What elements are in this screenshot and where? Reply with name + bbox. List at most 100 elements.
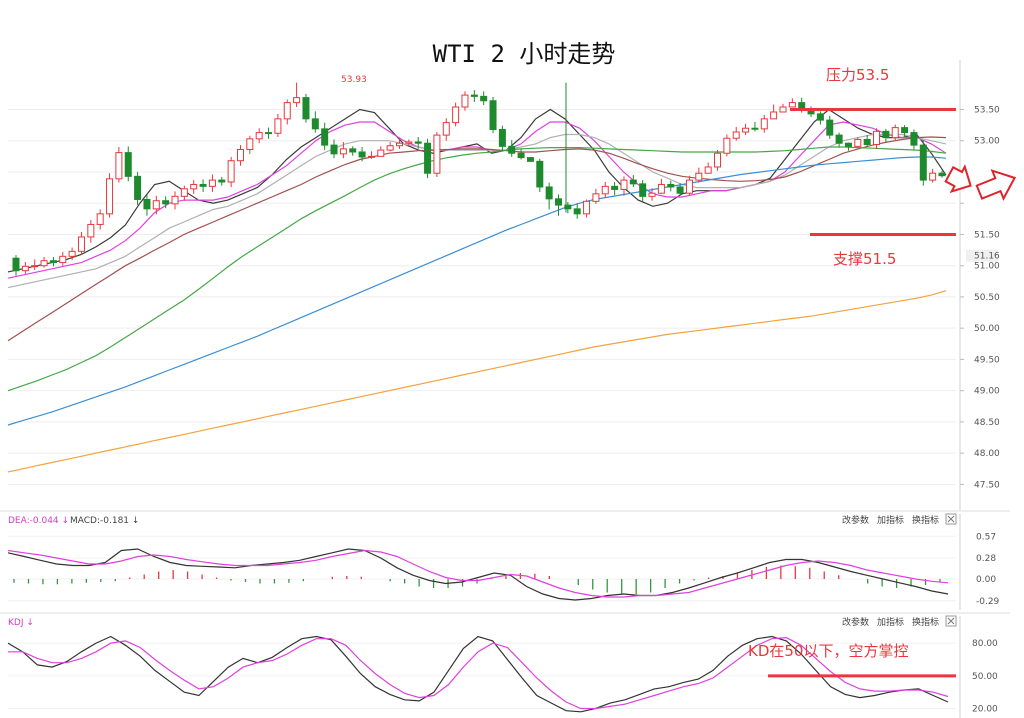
- ma-line-ma60: [7, 146, 947, 392]
- candle-body: [873, 130, 881, 145]
- candle-body: [816, 113, 824, 121]
- kdj-panel: 80.00 50.00 20.00: [0, 612, 1010, 718]
- candle-body: [611, 185, 619, 190]
- candle-body: [648, 192, 656, 197]
- kdj-add-indicator-button[interactable]: 加指标: [877, 616, 904, 628]
- macd-dif-line: [7, 548, 949, 601]
- kdj-legend: KDJ ↓: [8, 618, 34, 628]
- candle-body: [59, 255, 67, 264]
- ma-line-ma5: [7, 108, 947, 273]
- candle-body: [910, 132, 918, 146]
- candle-body: [283, 102, 291, 120]
- macd-close-icon[interactable]: [945, 513, 957, 525]
- candle-body: [349, 148, 357, 153]
- candle-body: [788, 102, 796, 108]
- candle-body: [218, 179, 226, 183]
- macd-dea-legend: DEA:-0.044 ↓: [8, 516, 69, 526]
- macd-add-indicator-button[interactable]: 加指标: [877, 514, 904, 526]
- candle-body: [714, 152, 722, 168]
- candle-body: [601, 185, 609, 195]
- candle-body: [180, 188, 188, 197]
- candle-body: [208, 179, 216, 187]
- candle-body: [162, 200, 170, 205]
- candle-body: [657, 183, 665, 194]
- candle-body: [667, 183, 675, 188]
- candle-body: [405, 141, 413, 144]
- price-tick-label: 50.50: [974, 293, 1000, 303]
- candle-body: [49, 260, 57, 264]
- candle-body: [21, 265, 29, 272]
- current-price-label: 51.16: [974, 252, 1000, 262]
- candle-body: [583, 200, 591, 215]
- candle-body: [265, 132, 273, 135]
- candle-body: [106, 178, 114, 215]
- candle-body: [938, 172, 946, 177]
- kdj-edit-params-button[interactable]: 改参数: [842, 616, 869, 628]
- candle-body: [40, 260, 48, 267]
- candle-body: [629, 179, 637, 185]
- candle-body: [508, 145, 516, 154]
- candle-body: [442, 122, 450, 136]
- candle-body: [891, 127, 899, 139]
- kdj-tick-label: 50.00: [972, 672, 998, 682]
- price-tick-label: 51.00: [974, 262, 1000, 272]
- price-tick-label: 49.00: [974, 387, 1000, 397]
- price-tick-label: 48.50: [974, 418, 1000, 428]
- macd-switch-indicator-button[interactable]: 换指标: [912, 514, 939, 526]
- candle-body: [152, 200, 160, 210]
- macd-edit-params-button[interactable]: 改参数: [842, 514, 869, 526]
- candle-body: [395, 142, 403, 147]
- kdj-close-icon[interactable]: [945, 615, 957, 627]
- candle-body: [835, 134, 843, 144]
- candle-body: [751, 127, 759, 130]
- candle-body: [470, 94, 478, 97]
- support-label: 支撑51.5: [833, 250, 896, 268]
- macd-tick-label: 0.57: [976, 532, 996, 542]
- candle-body: [901, 127, 909, 134]
- price-tick-label: 49.50: [974, 355, 1000, 365]
- price-tick-label: 53.50: [974, 105, 1000, 115]
- price-grid: [8, 108, 956, 485]
- candle-body: [844, 142, 852, 147]
- candle-body: [68, 250, 76, 257]
- candle-body: [246, 138, 254, 150]
- candle-body: [77, 236, 85, 252]
- candle-body: [358, 151, 366, 158]
- candle-body: [620, 179, 628, 190]
- ma-line-ma250: [7, 290, 947, 473]
- candle-body: [433, 134, 441, 174]
- candle-body: [339, 148, 347, 155]
- candle-body: [124, 152, 132, 177]
- candle-body: [732, 131, 740, 139]
- candle-body: [321, 128, 329, 146]
- candle-body: [480, 95, 488, 102]
- kdj-d-line: [8, 636, 949, 710]
- candle-body: [882, 130, 890, 139]
- candle-body: [564, 204, 572, 210]
- candlesticks: [12, 82, 946, 276]
- candle-body: [919, 144, 927, 181]
- candle-body: [526, 157, 534, 162]
- candle-body: [573, 208, 581, 215]
- candle-body: [695, 172, 703, 181]
- price-tick-label: 51.50: [974, 230, 1000, 240]
- ma-line-ma20: [7, 133, 947, 289]
- candle-body: [498, 128, 506, 147]
- candle-body: [723, 137, 731, 154]
- candle-body: [424, 142, 432, 174]
- chart-title: WTI 2 小时走势: [433, 40, 616, 68]
- candle-body: [826, 119, 834, 136]
- candle-body: [545, 186, 553, 200]
- current-price-box: [966, 249, 998, 262]
- candle-body: [293, 97, 301, 104]
- kdj-switch-indicator-button[interactable]: 换指标: [912, 616, 939, 628]
- candle-body: [227, 160, 235, 183]
- macd-dea-line: [7, 549, 949, 598]
- candle-body: [685, 179, 693, 194]
- candle-body: [115, 152, 123, 180]
- candle-body: [770, 111, 778, 120]
- kd-note-label: KD在50以下，空方掌控: [748, 642, 908, 660]
- macd-tick-label: 0.00: [976, 575, 996, 585]
- candle-body: [742, 127, 750, 133]
